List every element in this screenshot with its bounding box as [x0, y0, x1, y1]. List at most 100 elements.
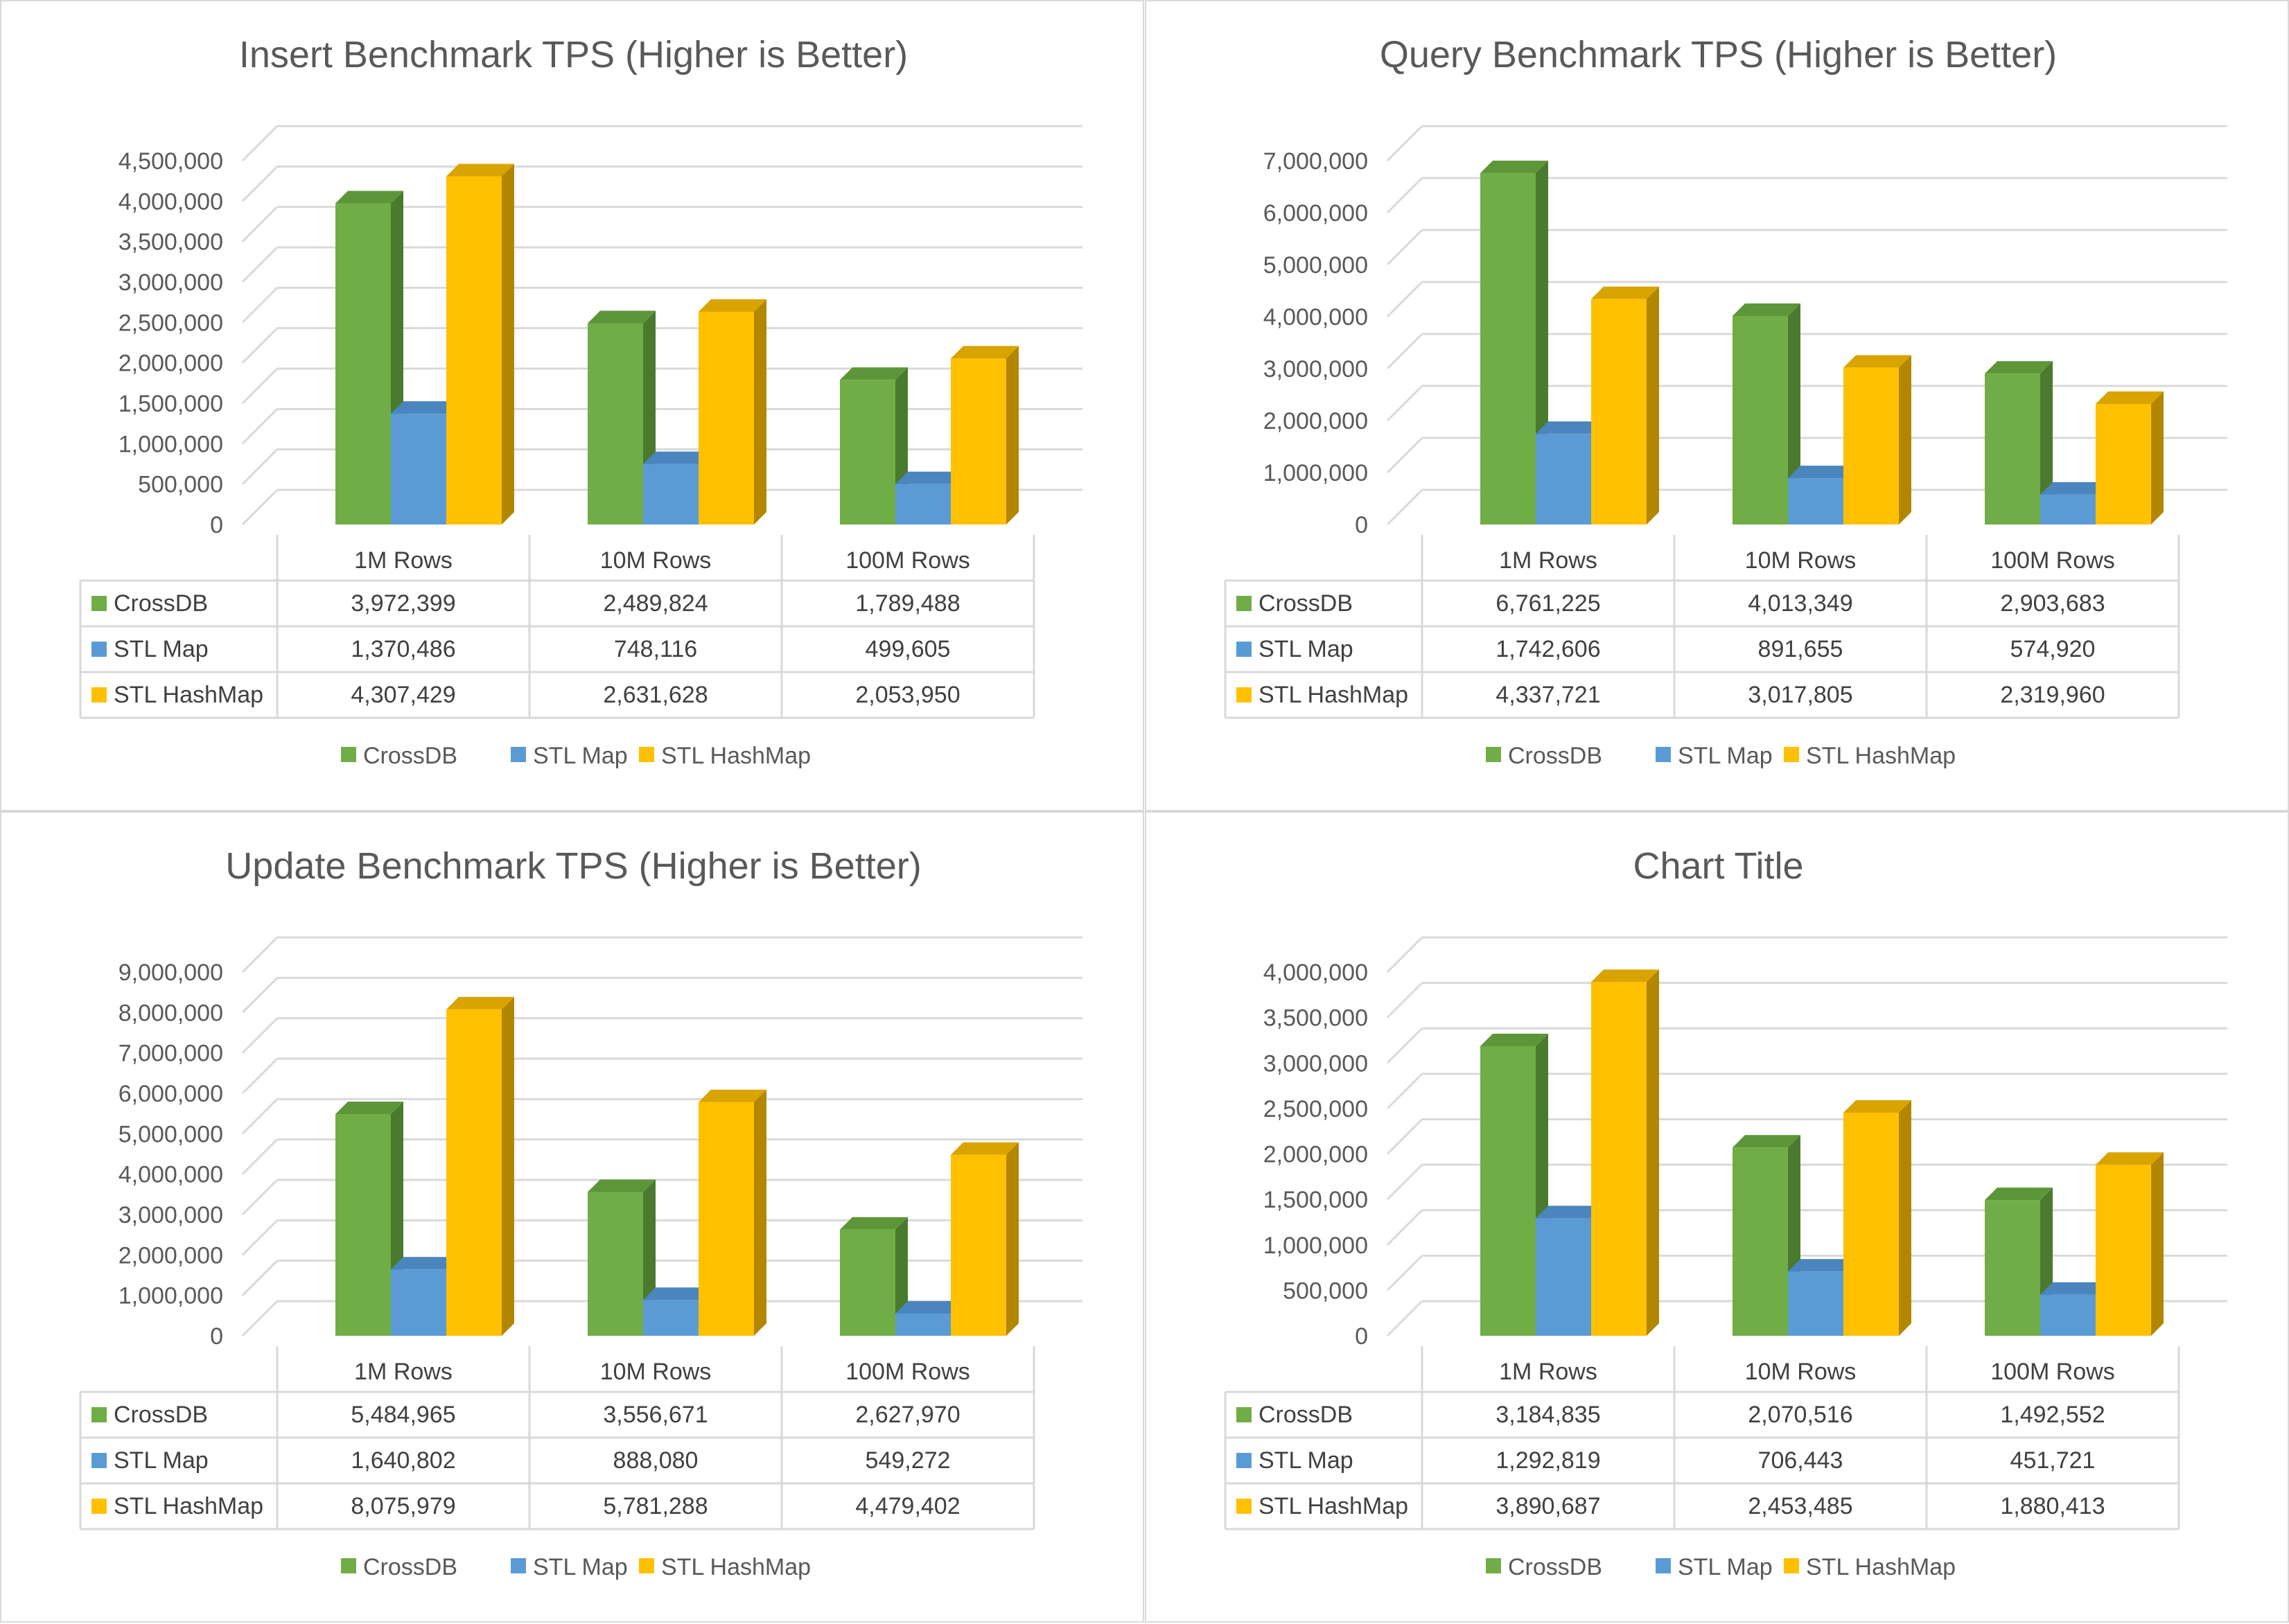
data-label: 2,489,824	[603, 590, 708, 617]
bar-front	[588, 323, 643, 524]
y-tick-label: 1,000,000	[119, 431, 223, 457]
bar-front	[446, 1009, 502, 1336]
gridline-side	[1386, 177, 1423, 214]
y-tick-label: 4,000,000	[1263, 304, 1368, 330]
y-tick-label: 1,000,000	[119, 1283, 223, 1309]
bar-front	[840, 1229, 895, 1336]
data-label: 2,053,950	[855, 682, 960, 708]
bar-stl-hashmap-10m-rows	[1843, 1100, 1911, 1336]
bar-front	[1591, 299, 1647, 524]
legend-label: STL HashMap	[1806, 743, 1956, 769]
bar-top	[1843, 355, 1911, 368]
legend-swatch-crossdb	[341, 1558, 356, 1573]
bar-top	[699, 299, 766, 312]
gridline-side	[241, 1179, 279, 1216]
gridline-side	[241, 1260, 279, 1296]
data-table: 1M Rows 10M Rows 100M Rows CrossDB 3,972,399…	[79, 535, 1035, 719]
bar-front	[2040, 494, 2096, 524]
series-name: STL HashMap	[114, 682, 263, 708]
y-tick-label: 0	[210, 1323, 223, 1350]
bar-side	[502, 996, 514, 1336]
data-label: 2,903,683	[2000, 590, 2105, 617]
chart-title: Update Benchmark TPS (Higher is Better)	[225, 845, 921, 887]
legend-key-stl-map	[91, 1453, 107, 1468]
bar-front	[1843, 367, 1899, 524]
series-name: STL HashMap	[114, 1493, 263, 1519]
chart-title: Chart Title	[1633, 845, 1803, 887]
gridline-side	[241, 166, 279, 202]
legend: CrossDB STL Map STL HashMap	[1486, 743, 1956, 769]
chart-panel-2: Query Benchmark TPS (Higher is Better) 0 1…	[1145, 0, 2289, 811]
bar-front	[2096, 404, 2151, 524]
gridline-side	[1386, 436, 1423, 474]
bar-side	[2151, 1152, 2164, 1336]
bar-top	[2040, 482, 2108, 495]
category-label: 10M Rows	[1745, 547, 1857, 574]
bars	[1480, 969, 2164, 1336]
y-tick-label: 6,000,000	[1263, 200, 1368, 227]
bar-top	[588, 310, 656, 324]
legend-label: STL HashMap	[1806, 1554, 1956, 1580]
gridline-side	[241, 977, 279, 1014]
data-label: 2,319,960	[2000, 682, 2105, 708]
bar-top	[2096, 391, 2164, 405]
series-name: STL Map	[114, 636, 209, 662]
bar-top	[1536, 421, 1604, 434]
chart-svg: Query Benchmark TPS (Higher is Better)01…	[1224, 34, 2227, 769]
category-label: 1M Rows	[1499, 1359, 1597, 1385]
data-label: 1,292,819	[1496, 1447, 1600, 1474]
legend-swatch-stl-hashmap	[639, 1558, 654, 1573]
bar-top	[895, 1300, 963, 1314]
bar-top	[895, 471, 963, 484]
bar-top	[643, 451, 711, 464]
legend-label: CrossDB	[363, 1554, 457, 1580]
legend-label: STL Map	[1678, 743, 1773, 769]
bar-stl-hashmap-100m-rows	[2096, 391, 2164, 524]
bar-top	[1788, 1259, 1856, 1272]
legend-label: STL Map	[533, 743, 628, 769]
bar-front	[840, 380, 895, 524]
gridline-side	[1386, 1073, 1423, 1109]
legend-label: STL Map	[1678, 1554, 1773, 1580]
bar-front	[1591, 982, 1647, 1336]
bar-top	[1591, 969, 1659, 982]
bar-crossdb-10m-rows	[588, 310, 656, 524]
bar-crossdb-100m-rows	[1985, 361, 2053, 524]
gridline-side	[241, 246, 279, 283]
bar-front	[1536, 434, 1591, 524]
bar-front	[391, 1269, 446, 1336]
bar-front	[895, 1313, 951, 1336]
y-tick-label: 3,000,000	[1263, 1050, 1368, 1077]
gridline-side	[241, 1300, 279, 1337]
y-tick-label: 2,500,000	[1263, 1096, 1368, 1122]
chart-svg: Insert Benchmark TPS (Higher is Better) 0…	[79, 34, 1082, 769]
bar-front	[1536, 1218, 1591, 1336]
gridline-side	[1386, 385, 1423, 422]
data-table: 1M Rows 10M Rows 100M Rows CrossDB 5,484,965…	[79, 1346, 1035, 1530]
bar-top	[588, 1179, 656, 1192]
legend-swatch-crossdb	[341, 747, 356, 762]
y-tick-label: 6,000,000	[119, 1081, 223, 1107]
bar-front	[1788, 478, 1843, 524]
bar-crossdb-1m-rows	[1480, 1033, 1548, 1336]
data-label: 549,272	[866, 1447, 951, 1474]
data-label: 888,080	[613, 1447, 699, 1474]
gridline-side	[241, 206, 279, 242]
gridline-side	[241, 1057, 279, 1095]
data-label: 2,453,485	[1748, 1493, 1852, 1519]
y-tick-label: 500,000	[1283, 1278, 1368, 1304]
bar-front	[1985, 1200, 2040, 1336]
y-tick-label: 1,000,000	[1263, 460, 1368, 486]
y-tick-label: 2,500,000	[119, 310, 223, 336]
legend-key-stl-map	[91, 642, 107, 657]
legend-label: CrossDB	[1508, 743, 1602, 769]
bar-top	[1843, 1100, 1911, 1113]
data-label: 706,443	[1758, 1447, 1843, 1474]
bar-top	[1733, 1135, 1800, 1148]
bar-front	[699, 1102, 754, 1336]
bar-side	[1899, 1100, 1911, 1336]
bar-side	[502, 164, 514, 524]
category-label: 1M Rows	[1499, 547, 1597, 574]
bar-crossdb-10m-rows	[1733, 1135, 1800, 1336]
chart-panel-4: Chart Title 0 500,000 1,000,000 1,500,000 2,0…	[1145, 811, 2289, 1623]
